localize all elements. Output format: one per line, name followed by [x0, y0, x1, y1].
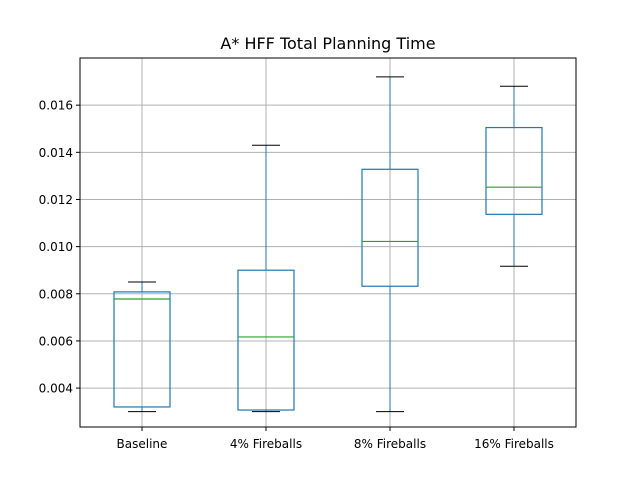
axis-layer: 0.004 0.006 0.008 0.010 0.012 0.014 0.016 Basel…	[39, 99, 554, 451]
y-tick-label: 0.004	[39, 382, 73, 396]
y-tick-label: 0.006	[39, 334, 73, 348]
box-plot-1	[113, 281, 171, 413]
box-plot-4	[485, 85, 543, 267]
box-layer	[113, 76, 543, 413]
box-plot-3	[361, 76, 419, 413]
x-tick-label: 16% Fireballs	[474, 437, 554, 451]
plot-area-frame	[79, 57, 577, 428]
x-tick-label: Baseline	[117, 437, 168, 451]
y-tick-label: 0.010	[39, 240, 73, 254]
box-iqr	[485, 126, 543, 215]
y-tick-label: 0.012	[39, 193, 73, 207]
x-tick-label: 8% Fireballs	[354, 437, 426, 451]
box-iqr	[237, 269, 295, 411]
y-tick-label: 0.014	[39, 146, 73, 160]
box-plot-2	[237, 144, 295, 413]
box-iqr	[113, 291, 171, 408]
chart-title: A* HFF Total Planning Time	[220, 34, 435, 53]
box-iqr	[361, 168, 419, 287]
y-tick-label: 0.016	[39, 99, 73, 113]
y-tick-label: 0.008	[39, 287, 73, 301]
x-tick-label: 4% Fireballs	[230, 437, 302, 451]
